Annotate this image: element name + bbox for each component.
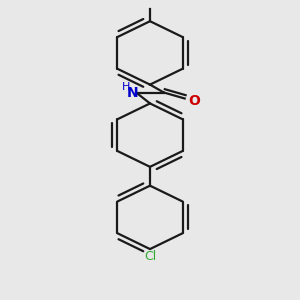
Text: H: H <box>122 82 130 92</box>
Text: N: N <box>126 85 138 100</box>
Text: O: O <box>189 94 200 109</box>
Text: Cl: Cl <box>144 250 156 263</box>
